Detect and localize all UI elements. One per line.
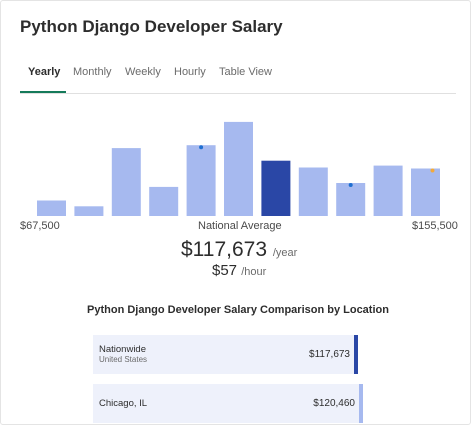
histogram-bar	[373, 165, 403, 216]
average-yearly-salary: $117,673 /year	[181, 238, 297, 262]
tabs-divider	[20, 93, 456, 94]
histogram-marker	[348, 183, 353, 187]
salary-histogram	[37, 121, 440, 216]
location-bar-edge	[354, 335, 358, 374]
tab-table-view[interactable]: Table View	[219, 66, 272, 78]
tab-hourly[interactable]: Hourly	[174, 66, 206, 78]
location-row-chicago[interactable]: Chicago, IL $120,460	[93, 384, 363, 423]
histogram-marker	[199, 145, 204, 150]
histogram-bar	[186, 145, 216, 216]
histogram-bar	[74, 206, 104, 216]
average-hourly-value: $57	[212, 262, 238, 279]
comparison-title: Python Django Developer Salary Compariso…	[87, 304, 389, 316]
location-name: Nationwide	[99, 344, 146, 355]
average-hourly-unit: /hour	[241, 266, 267, 278]
tab-yearly[interactable]: Yearly	[28, 66, 61, 78]
national-average-label: National Average	[198, 220, 282, 232]
histogram-marker	[430, 168, 435, 173]
location-row-nationwide[interactable]: Nationwide United States $117,673	[93, 335, 358, 374]
active-tab-indicator	[20, 91, 66, 94]
location-name: Chicago, IL	[99, 398, 148, 409]
histogram-bar	[37, 200, 66, 216]
tab-weekly[interactable]: Weekly	[125, 66, 161, 78]
page-title: Python Django Developer Salary	[20, 17, 283, 36]
range-max-label: $155,500	[412, 220, 458, 232]
average-yearly-unit: /year	[272, 247, 298, 259]
period-tabs: Yearly Monthly Weekly Hourly Table View	[20, 61, 456, 94]
histogram-bar	[224, 121, 253, 216]
location-subtitle: United States	[99, 355, 148, 364]
histogram-bar	[298, 167, 328, 216]
histogram-bar	[336, 183, 366, 216]
tab-monthly[interactable]: Monthly	[73, 66, 112, 78]
range-min-label: $67,500	[20, 220, 60, 232]
histogram-bar	[261, 160, 291, 216]
histogram-bar	[111, 148, 141, 216]
location-bar-edge	[359, 384, 363, 423]
location-salary: $120,460	[313, 398, 355, 409]
average-yearly-value: $117,673	[181, 238, 268, 261]
histogram-bar	[411, 168, 440, 216]
location-salary: $117,673	[309, 349, 350, 360]
histogram-bar	[149, 186, 179, 216]
average-hourly-salary: $57 /hour	[212, 262, 266, 279]
